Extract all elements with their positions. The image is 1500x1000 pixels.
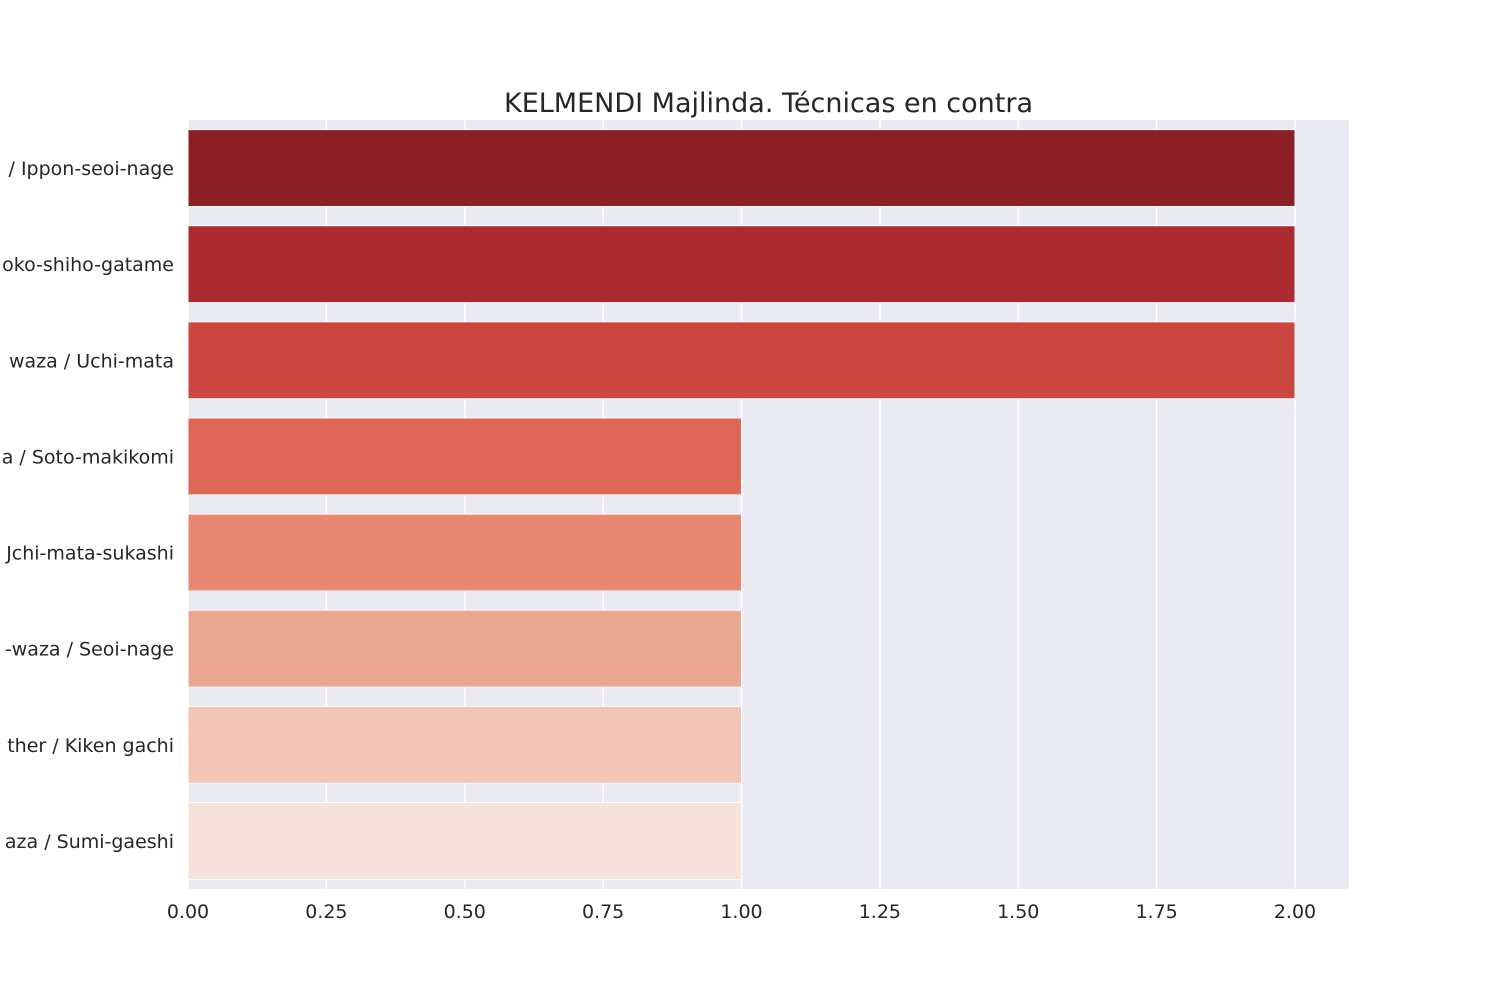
y-tick-label: aza / Sumi-gaeshi — [5, 831, 174, 853]
bar — [187, 801, 742, 880]
x-tick-label: 0.75 — [582, 901, 624, 923]
bar — [187, 513, 742, 592]
bar — [187, 609, 742, 688]
bar — [187, 129, 1296, 208]
x-axis-ticks: 0.00 0.25 0.50 0.75 1.00 1.25 1.50 1.75 2.00 — [167, 901, 1316, 923]
y-axis-ticks: / Ippon-seoi-nage oko-shiho-gatame waza / … — [2, 158, 174, 853]
bars — [187, 129, 1296, 880]
bar — [187, 417, 742, 496]
chart-title: KELMENDI Majlinda. Técnicas en contra — [504, 88, 1033, 119]
y-tick-label: waza / Uchi-mata — [9, 350, 174, 372]
x-tick-label: 0.00 — [167, 901, 209, 923]
y-tick-label: -waza / Seoi-nage — [5, 639, 174, 661]
x-tick-label: 0.50 — [444, 901, 486, 923]
x-tick-label: 0.25 — [305, 901, 347, 923]
x-tick-label: 2.00 — [1274, 901, 1316, 923]
y-tick-label: a / Soto-makikomi — [2, 446, 174, 468]
x-tick-label: 1.75 — [1135, 901, 1177, 923]
x-tick-label: 1.00 — [720, 901, 762, 923]
y-tick-label: / Ippon-seoi-nage — [9, 158, 174, 180]
bar — [187, 321, 1296, 400]
x-tick-label: 1.25 — [859, 901, 901, 923]
bar — [187, 225, 1296, 304]
y-tick-label: Jchi-mata-sukashi — [5, 543, 174, 565]
y-tick-label: oko-shiho-gatame — [2, 254, 174, 276]
x-tick-label: 1.50 — [997, 901, 1039, 923]
y-tick-label: ther / Kiken gachi — [7, 735, 174, 757]
bar — [187, 705, 742, 784]
